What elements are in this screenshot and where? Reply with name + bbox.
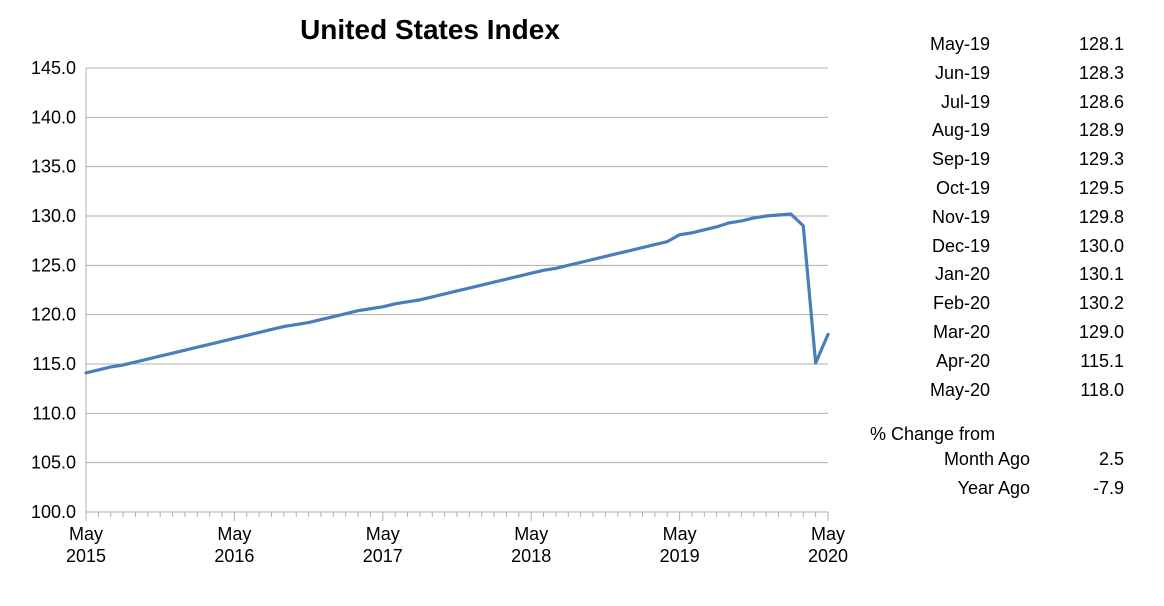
line-series: [86, 214, 828, 373]
chart-svg: 100.0 105.0 110.0 115.0 120.0 125.0 130.0 135.0…: [0, 0, 860, 606]
side-row: Jun-19 128.3: [870, 59, 1124, 88]
side-row-value: 129.5: [1044, 174, 1124, 203]
side-table: May-19 128.1 Jun-19 128.3 Jul-19 128.6 Aug-19 1…: [870, 30, 1124, 404]
side-row-label: Sep-19: [870, 145, 990, 174]
side-row-value: 129.0: [1044, 318, 1124, 347]
side-row: Dec-19 130.0: [870, 232, 1124, 261]
side-row-label: Jan-20: [870, 260, 990, 289]
side-row: May-19 128.1: [870, 30, 1124, 59]
y-tick-label: 135.0: [31, 157, 76, 177]
side-row: Aug-19 128.9: [870, 116, 1124, 145]
side-row-value: 129.3: [1044, 145, 1124, 174]
side-row: Oct-19 129.5: [870, 174, 1124, 203]
side-row-label: May-20: [870, 376, 990, 405]
side-row-value: 115.1: [1044, 347, 1124, 376]
side-row: May-20 118.0: [870, 376, 1124, 405]
change-row: Month Ago 2.5: [870, 445, 1124, 474]
side-row-value: 130.2: [1044, 289, 1124, 318]
side-row-value: 128.6: [1044, 88, 1124, 117]
x-tick-label-line2: 2016: [214, 546, 254, 566]
x-tick-label-line1: May: [663, 524, 697, 544]
y-tick-label: 105.0: [31, 453, 76, 473]
side-row: Feb-20 130.2: [870, 289, 1124, 318]
page: United States Index 100.0105.0110.0115.0…: [0, 0, 1164, 606]
side-panel: May-19 128.1 Jun-19 128.3 Jul-19 128.6 Aug-19 1…: [860, 0, 1164, 606]
side-row-value: 128.9: [1044, 116, 1124, 145]
side-row: Mar-20 129.0: [870, 318, 1124, 347]
side-row: Jan-20 130.1: [870, 260, 1124, 289]
side-row-label: Apr-20: [870, 347, 990, 376]
change-rows: Month Ago 2.5 Year Ago -7.9: [870, 445, 1124, 503]
x-tick-label-line1: May: [811, 524, 845, 544]
side-row-value: 130.0: [1044, 232, 1124, 261]
change-row-label: Year Ago: [870, 474, 1030, 503]
x-tick-label-line2: 2015: [66, 546, 106, 566]
side-row-label: Mar-20: [870, 318, 990, 347]
side-row: Jul-19 128.6: [870, 88, 1124, 117]
y-tick-label: 130.0: [31, 206, 76, 226]
side-row-label: Oct-19: [870, 174, 990, 203]
change-row: Year Ago -7.9: [870, 474, 1124, 503]
x-tick-label-line2: 2019: [660, 546, 700, 566]
y-tick-label: 100.0: [31, 502, 76, 522]
y-tick-label: 110.0: [32, 403, 76, 423]
change-block: % Change from Month Ago 2.5 Year Ago -7.9: [870, 424, 1124, 503]
x-tick-label-line2: 2018: [511, 546, 551, 566]
x-tick-label-line1: May: [69, 524, 103, 544]
x-tick-label-line1: May: [514, 524, 548, 544]
y-tick-label: 125.0: [31, 255, 76, 275]
x-tick-label-line1: May: [217, 524, 251, 544]
side-row-label: Feb-20: [870, 289, 990, 318]
y-tick-label: 145.0: [31, 58, 76, 78]
side-row: Apr-20 115.1: [870, 347, 1124, 376]
change-row-value: 2.5: [1064, 445, 1124, 474]
change-header: % Change from: [870, 424, 1124, 445]
side-row-value: 130.1: [1044, 260, 1124, 289]
side-row-value: 129.8: [1044, 203, 1124, 232]
side-row-label: Jul-19: [870, 88, 990, 117]
change-row-label: Month Ago: [870, 445, 1030, 474]
side-row-label: Aug-19: [870, 116, 990, 145]
side-row-value: 128.1: [1044, 30, 1124, 59]
side-row-value: 118.0: [1044, 376, 1124, 405]
y-tick-label: 140.0: [31, 107, 76, 127]
y-tick-label: 120.0: [31, 305, 76, 325]
side-row-label: May-19: [870, 30, 990, 59]
side-row-value: 128.3: [1044, 59, 1124, 88]
x-tick-label-line2: 2020: [808, 546, 848, 566]
side-row-label: Dec-19: [870, 232, 990, 261]
side-row: Nov-19 129.8: [870, 203, 1124, 232]
change-row-value: -7.9: [1064, 474, 1124, 503]
side-row: Sep-19 129.3: [870, 145, 1124, 174]
side-row-label: Nov-19: [870, 203, 990, 232]
side-row-label: Jun-19: [870, 59, 990, 88]
chart-area: United States Index 100.0105.0110.0115.0…: [0, 0, 860, 606]
x-tick-label-line1: May: [366, 524, 400, 544]
x-tick-label-line2: 2017: [363, 546, 403, 566]
y-tick-label: 115.0: [32, 354, 76, 374]
